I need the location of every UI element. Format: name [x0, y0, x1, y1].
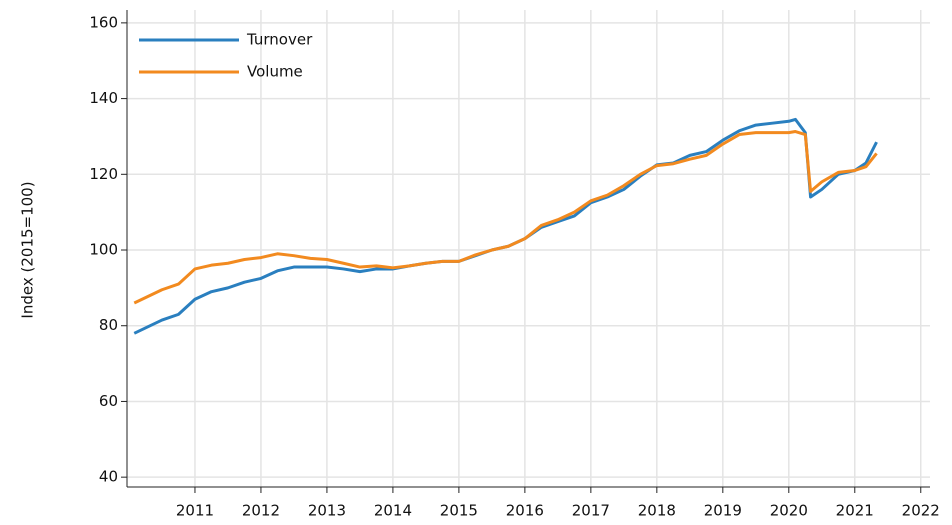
x-tick-label: 2015: [440, 502, 478, 520]
x-tick-label: 2022: [902, 502, 940, 520]
y-tick-label: 60: [99, 392, 118, 410]
x-tick-label: 2011: [176, 502, 214, 520]
y-tick-label: 100: [89, 241, 118, 259]
y-tick-label: 40: [99, 468, 118, 486]
x-tick-label: 2013: [308, 502, 346, 520]
y-tick-label: 140: [89, 89, 118, 107]
x-tick-label: 2012: [242, 502, 280, 520]
x-tick-label: 2021: [836, 502, 874, 520]
x-tick-label: 2014: [374, 502, 412, 520]
x-tick-label: 2016: [506, 502, 544, 520]
x-tick-label: 2018: [638, 502, 676, 520]
y-tick-label: 120: [89, 165, 118, 183]
y-tick-label: 80: [99, 316, 118, 334]
legend-label: Volume: [247, 63, 303, 81]
legend-label: Turnover: [246, 31, 313, 49]
x-tick-label: 2020: [770, 502, 808, 520]
line-series: [133, 117, 878, 335]
x-tick-label: 2019: [704, 502, 742, 520]
line-series: [133, 130, 878, 305]
y-axis-label: Index (2015=100): [19, 181, 37, 318]
y-tick-label: 160: [89, 13, 118, 31]
x-tick-label: 2017: [572, 502, 610, 520]
